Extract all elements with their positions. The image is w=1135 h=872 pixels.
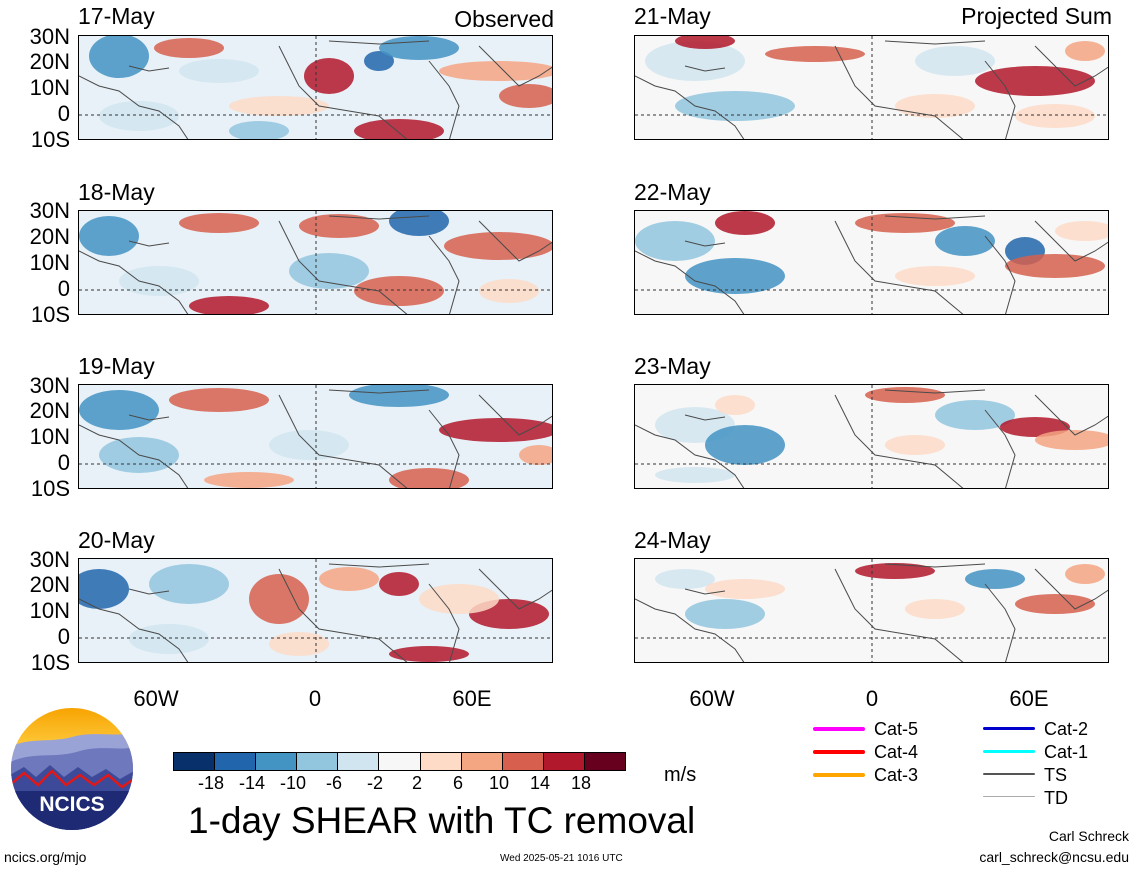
lat-label: 10N [29, 250, 70, 275]
lon-label: 60E [452, 686, 492, 711]
footer-url[interactable]: ncics.org/mjo [4, 849, 87, 865]
lat-label: 10N [29, 424, 70, 449]
lat-label: 20N [29, 49, 70, 74]
panel-title: 20-May [78, 527, 155, 553]
lat-label: 10S [30, 650, 70, 675]
observed-label: Observed [454, 6, 554, 32]
shear-map-panel [78, 558, 553, 663]
lat-label: 0 [57, 101, 70, 126]
colorbar-swatch [297, 753, 339, 770]
shear-map-panel [634, 384, 1109, 489]
lat-label: 30N [29, 24, 70, 49]
figure-title: 1-day SHEAR with TC removal [188, 800, 696, 841]
footer-timestamp: Wed 2025-05-21 1016 UTC [500, 853, 623, 864]
shear-map-panel [634, 35, 1109, 140]
lat-label: 10S [30, 127, 70, 152]
colorbar-swatch [379, 753, 421, 770]
panel-title: 23-May [634, 353, 711, 379]
shear-map-panel [634, 210, 1109, 315]
legend-swatch [983, 750, 1035, 753]
units-label: m/s [664, 764, 697, 786]
shear-map-panel [78, 384, 553, 489]
colorbar-tick: 2 [411, 773, 422, 793]
footer-email[interactable]: carl_schreck@ncsu.edu [979, 849, 1129, 865]
shear-map-panel [634, 558, 1109, 663]
colorbar-swatch [174, 753, 216, 770]
lat-label: 10N [29, 75, 70, 100]
lat-label: 20N [29, 224, 70, 249]
lon-label: 60E [1009, 686, 1049, 711]
panel-title: 22-May [634, 179, 711, 205]
lon-label: 0 [865, 686, 879, 711]
colorbar-tick: 10 [488, 773, 510, 793]
footer-author: Carl Schreck [1048, 828, 1129, 844]
lat-label: 0 [57, 624, 70, 649]
panel-title: 19-May [78, 353, 155, 379]
colorbar-tick: -6 [325, 773, 342, 793]
legend-swatch [983, 796, 1035, 797]
colorbar-swatch [215, 753, 257, 770]
colorbar-swatch [420, 753, 462, 770]
colorbar [173, 752, 626, 771]
colorbar-swatch [461, 753, 503, 770]
panel-title: 24-May [634, 527, 711, 553]
colorbar-tick: 18 [570, 773, 592, 793]
colorbar-tick: -10 [279, 773, 306, 793]
lat-label: 0 [57, 450, 70, 475]
lon-label: 0 [308, 686, 322, 711]
panel-title: 18-May [78, 179, 155, 205]
lat-label: 10N [29, 598, 70, 623]
lat-label: 0 [57, 276, 70, 301]
colorbar-swatch [256, 753, 298, 770]
legend-label: Cat-4 [874, 742, 919, 762]
ncics-logo: NCICS [10, 707, 134, 831]
legend-label: Cat-3 [874, 765, 919, 785]
logo-text: NCICS [39, 793, 104, 816]
legend-swatch [813, 727, 865, 731]
legend-label: TS [1044, 765, 1068, 785]
legend-label: TD [1044, 788, 1068, 808]
colorbar-swatch [338, 753, 380, 770]
legend-label: Cat-1 [1044, 742, 1089, 762]
colorbar-swatch [543, 753, 585, 770]
lat-label: 30N [29, 198, 70, 223]
lat-label: 10S [30, 476, 70, 501]
legend-swatch [813, 750, 865, 754]
colorbar-tick: -2 [366, 773, 383, 793]
legend-label: Cat-5 [874, 719, 919, 739]
panel-title: 17-May [78, 3, 155, 29]
colorbar-tick: 14 [529, 773, 551, 793]
legend-swatch [983, 727, 1035, 730]
colorbar-tick: -18 [197, 773, 224, 793]
lat-label: 30N [29, 373, 70, 398]
colorbar-tick: 6 [452, 773, 463, 793]
lon-label: 60W [133, 686, 179, 711]
lat-label: 10S [30, 302, 70, 327]
colorbar-tick: -14 [238, 773, 265, 793]
colorbar-swatch [502, 753, 544, 770]
lat-label: 30N [29, 547, 70, 572]
projected-sum-label: Projected Sum [961, 3, 1112, 29]
lat-label: 20N [29, 398, 70, 423]
lat-label: 20N [29, 572, 70, 597]
legend-swatch [983, 773, 1035, 775]
colorbar-swatch [584, 753, 626, 770]
panel-title: 21-May [634, 3, 711, 29]
lon-label: 60W [689, 686, 735, 711]
legend-swatch [813, 773, 865, 777]
shear-map-panel [78, 35, 553, 140]
shear-map-panel [78, 210, 553, 315]
legend-label: Cat-2 [1044, 719, 1089, 739]
